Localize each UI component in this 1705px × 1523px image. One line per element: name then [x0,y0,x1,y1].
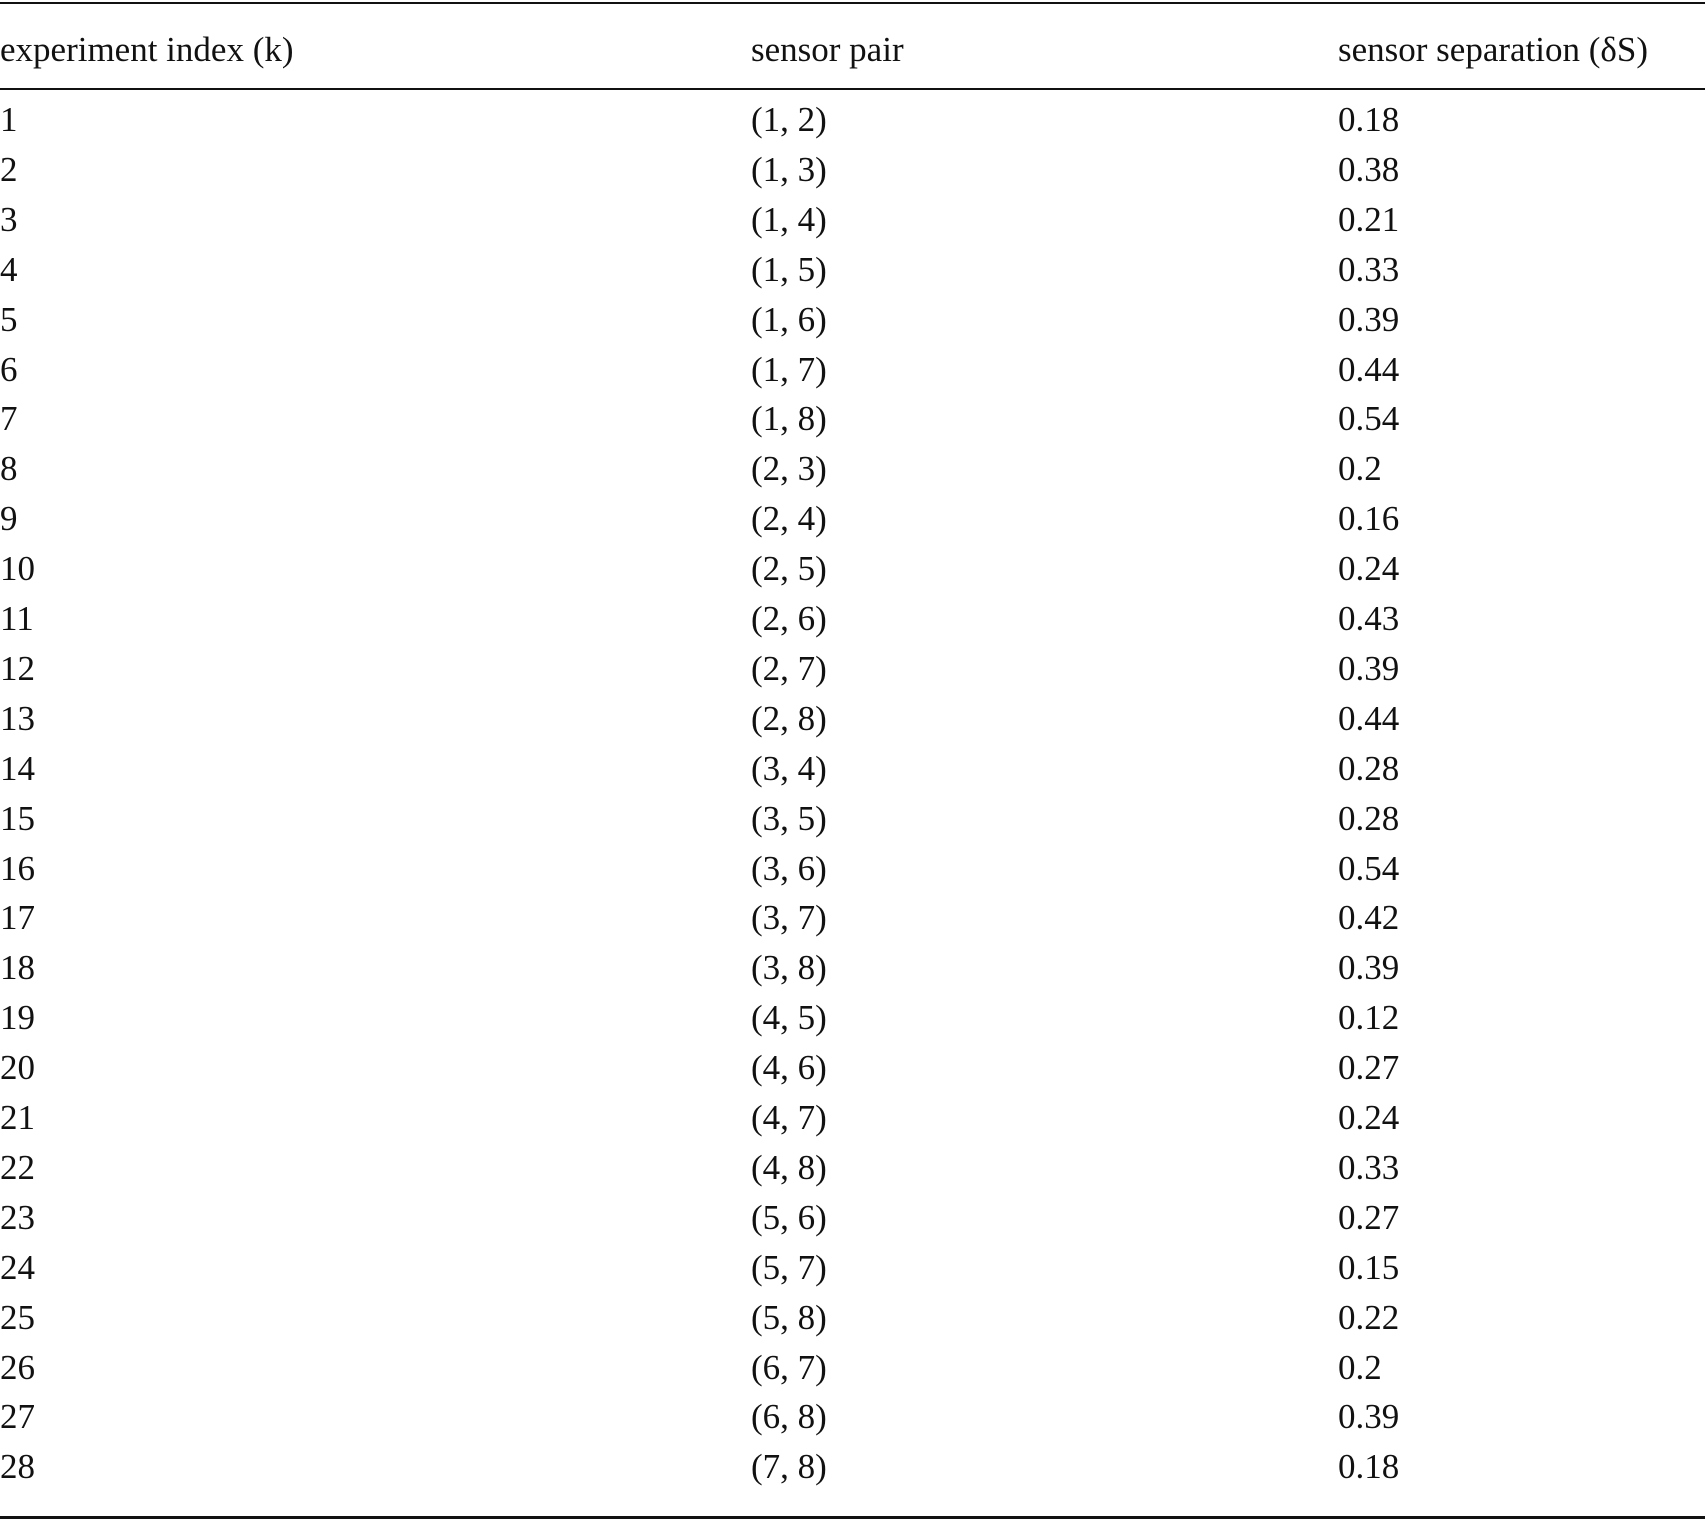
table-cell: 0.15 [1338,1247,1400,1287]
header-cell: experiment index (k) [0,30,294,69]
table-cell: 7 [0,399,18,439]
table-cell: 0.24 [1338,549,1400,589]
table-cell: 0.39 [1338,1397,1400,1437]
table-cell: (3, 7) [751,898,827,938]
table-cell: 25 [0,1297,35,1337]
table-cell: 10 [0,549,35,589]
table-cell: 0.22 [1338,1297,1400,1337]
table-cell: 0.16 [1338,499,1400,539]
table-cell: (1, 4) [751,199,827,239]
table-cell: 0.39 [1338,948,1400,988]
table-cell: 0.33 [1338,1147,1400,1187]
table-cell: (1, 2) [751,100,827,139]
table-cell: 0.27 [1338,1048,1400,1088]
table-cell: 0.44 [1338,698,1400,738]
top-rule [0,2,1705,4]
table-cell: 19 [0,998,35,1038]
table-cell: 23 [0,1197,35,1237]
table-cell: 0.43 [1338,599,1400,638]
table-cell: 26 [0,1347,35,1387]
table-cell: 9 [0,499,18,539]
table-cell: 13 [0,698,35,738]
table-cell: 1 [0,100,18,139]
table-cell: 0.33 [1338,249,1400,289]
table-cell: (2, 4) [751,499,827,539]
table-cell: 21 [0,1098,35,1137]
table-cell: 0.24 [1338,1098,1400,1137]
header-cell: sensor separation (δS) [1338,30,1649,69]
table-cell: 4 [0,249,18,289]
table-cell: (4, 6) [751,1048,827,1088]
table-cell: 28 [0,1447,35,1487]
table-cell: (6, 8) [751,1397,827,1437]
table-cell: 0.27 [1338,1197,1400,1237]
table-cell: (3, 6) [751,848,827,888]
table-cell: (4, 8) [751,1147,827,1187]
table-cell: 27 [0,1397,35,1437]
header-rule [0,88,1705,90]
table-cell: 0.12 [1338,998,1400,1038]
table-cell: 0.28 [1338,748,1400,788]
table-cell: 0.42 [1338,898,1400,938]
table-cell: 16 [0,848,35,888]
table-cell: (3, 4) [751,748,827,788]
table-cell: (5, 7) [751,1247,827,1287]
table-cell: 0.39 [1338,299,1400,339]
table-cell: 11 [0,599,34,638]
table-cell: 3 [0,199,18,239]
table-cell: 0.28 [1338,798,1400,838]
table-cell: (4, 5) [751,998,827,1038]
table-cell: 6 [0,349,18,389]
table-cell: 0.18 [1338,100,1400,139]
table-cell: (2, 5) [751,549,827,589]
table-cell: 20 [0,1048,35,1088]
table-cell: 0.2 [1338,1347,1382,1387]
table-cell: (7, 8) [751,1447,827,1487]
table-cell: (2, 7) [751,648,827,688]
table-cell: 15 [0,798,35,838]
table-cell: (5, 8) [751,1297,827,1337]
bottom-rule [0,1516,1705,1519]
table-cell: 0.54 [1338,848,1400,888]
table-cell: 0.38 [1338,149,1400,189]
table-cell: (2, 8) [751,698,827,738]
table-cell: 18 [0,948,35,988]
table-cell: (3, 5) [751,798,827,838]
header-cell: sensor pair [751,30,904,69]
table-cell: 0.44 [1338,349,1400,389]
table-cell: (2, 3) [751,449,827,489]
table-cell: 5 [0,299,18,339]
table-cell: (6, 7) [751,1347,827,1387]
table-cell: 14 [0,748,35,788]
table-cell: 24 [0,1247,35,1287]
table-cell: (3, 8) [751,948,827,988]
table-cell: 2 [0,149,18,189]
table-cell: 0.18 [1338,1447,1400,1487]
table-cell: (1, 3) [751,149,827,189]
table-cell: (4, 7) [751,1098,827,1137]
table-cell: 0.54 [1338,399,1400,439]
table-cell: 0.39 [1338,648,1400,688]
table-cell: (1, 5) [751,249,827,289]
table-cell: (1, 6) [751,299,827,339]
table-cell: 12 [0,648,35,688]
table-cell: (2, 6) [751,599,827,638]
table-cell: 17 [0,898,35,938]
table-cell: 0.21 [1338,199,1400,239]
table-cell: (1, 8) [751,399,827,439]
table-cell: 0.2 [1338,449,1382,489]
table-cell: 22 [0,1147,35,1187]
table-cell: (5, 6) [751,1197,827,1237]
table-cell: (1, 7) [751,349,827,389]
table-cell: 8 [0,449,18,489]
